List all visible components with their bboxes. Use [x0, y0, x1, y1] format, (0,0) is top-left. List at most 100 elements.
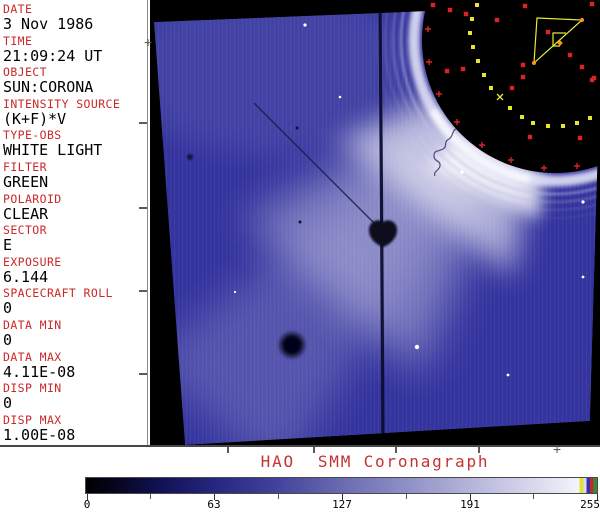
- red-cross-marker: [425, 26, 431, 32]
- red-dot: [494, 17, 500, 23]
- white-speck: [303, 23, 307, 27]
- white-speck: [233, 290, 237, 294]
- metadata-entry: DATA MIN 0: [3, 317, 146, 351]
- upper-left-haze: [154, 4, 420, 155]
- red-marker-dots: [430, 1, 597, 141]
- red-cross-marker: [426, 59, 432, 65]
- diffraction-ring-4: [384, 4, 600, 211]
- fiducial-dash: [139, 290, 147, 292]
- red-dot: [444, 68, 450, 74]
- white-speck: [414, 344, 420, 350]
- colorbar-minor-tick: [150, 494, 151, 499]
- flag-diamond-marker: [557, 40, 563, 46]
- coronagraph-image: [150, 0, 600, 446]
- metadata-label: DISP MIN: [3, 381, 62, 396]
- metadata-entry: DATA MAX 4.11E-08: [3, 350, 146, 383]
- metadata-label: INTENSITY SOURCE: [3, 96, 121, 111]
- red-dot: [509, 85, 515, 91]
- colorbar-tick-label: 191: [460, 498, 480, 511]
- metadata-label: POLAROID: [3, 191, 62, 206]
- metadata-entry: POLAROID CLEAR: [3, 191, 146, 225]
- metadata-label: FILTER: [3, 159, 47, 174]
- yellow-dot: [468, 31, 472, 35]
- colorbar-tick-label: 63: [207, 498, 221, 511]
- diagonal-wire-shadow: [253, 102, 382, 231]
- colorbar-minor-tick: [533, 494, 534, 499]
- colorbar-tick: [470, 494, 471, 500]
- yellow-dot: [588, 116, 592, 120]
- squiggle-artifact: [433, 127, 459, 177]
- yellow-dot: [546, 124, 550, 128]
- colorbar-tick: [214, 494, 215, 500]
- colorbar-tick: [597, 494, 598, 500]
- red-dot: [520, 62, 526, 68]
- yellow-dot: [575, 121, 579, 125]
- metadata-entry: SECTOR E: [3, 224, 146, 256]
- red-cross-marker: [454, 119, 460, 125]
- fiducial-dash: [139, 207, 147, 209]
- metadata-value: 6.144: [3, 267, 49, 286]
- red-dot: [589, 77, 595, 83]
- red-dot: [567, 52, 573, 58]
- yellow-dot: [470, 17, 474, 21]
- metadata-entry: DISP MIN 0: [3, 382, 146, 414]
- flag-vertex-marker: [532, 61, 536, 65]
- fiducial-tick: [395, 447, 397, 453]
- metadata-value: 0: [3, 299, 13, 318]
- colorbar-tick-label: 255: [580, 498, 600, 511]
- metadata-value: 4.11E-08: [3, 362, 76, 381]
- red-dot: [430, 2, 436, 8]
- yellow-dot: [476, 59, 480, 63]
- dark-spot-core: [284, 337, 300, 353]
- image-panel: [150, 0, 600, 446]
- yellow-dot: [489, 86, 493, 90]
- metadata-entry: TYPE-OBS WHITE LIGHT: [3, 129, 146, 161]
- white-speck: [460, 170, 464, 174]
- fiducial-dash: [139, 122, 147, 124]
- fiducial-dash: [139, 373, 147, 375]
- metadata-value: WHITE LIGHT: [3, 141, 103, 160]
- metadata-label: DATA MIN: [3, 317, 62, 332]
- rim-cross-markers: [425, 26, 580, 171]
- white-speck: [506, 373, 510, 377]
- red-dot: [589, 1, 595, 7]
- fiducial-tick: [227, 447, 229, 453]
- yellow-dot: [475, 3, 479, 7]
- colorbar-tick: [342, 494, 343, 500]
- panel-border-line: [0, 445, 600, 447]
- white-speck: [581, 200, 585, 204]
- metadata-value: E: [3, 236, 13, 255]
- red-dot: [447, 7, 453, 13]
- fiducial-plus: +: [144, 35, 152, 51]
- metadata-panel: DATE 3 Nov 1986 TIME 21:09:24 UT OBJECT SUN:C…: [0, 0, 146, 446]
- white-speck: [338, 95, 342, 99]
- flag-vertex-marker: [580, 18, 584, 22]
- small-dark-speck: [187, 154, 193, 160]
- colorbar-minor-tick: [406, 494, 407, 499]
- fiducial-plus: +: [553, 442, 561, 458]
- image-title: HAO SMM Coronagraph: [260, 452, 490, 471]
- red-cross-marker: [574, 163, 580, 169]
- fiducial-tick: [313, 447, 315, 453]
- metadata-entry: TIME 21:09:24 UT: [3, 34, 146, 67]
- metadata-entry: DATE 3 Nov 1986: [3, 3, 146, 35]
- metadata-label: EXPOSURE: [3, 254, 62, 269]
- metadata-value: CLEAR: [3, 204, 49, 223]
- diffraction-ring-5: [376, 4, 600, 219]
- calibration-flag: [532, 17, 584, 65]
- metadata-label: DATE: [3, 2, 33, 16]
- yellow-dot: [520, 115, 524, 119]
- panel-divider: [147, 0, 148, 446]
- metadata-label: SECTOR: [3, 223, 47, 238]
- metadata-label: SPACECRAFT ROLL: [3, 286, 113, 301]
- red-dot: [460, 66, 466, 72]
- diffraction-ring-3: [391, 4, 600, 204]
- red-dot: [522, 3, 528, 9]
- red-cross-marker: [479, 142, 485, 148]
- pylon-shadow: [378, 4, 385, 445]
- colorbar-tick-label: 0: [83, 498, 91, 511]
- metadata-label: DISP MAX: [3, 412, 62, 427]
- red-cross-marker: [508, 157, 514, 163]
- metadata-value: 0: [3, 394, 13, 413]
- dark-speck: [295, 126, 299, 130]
